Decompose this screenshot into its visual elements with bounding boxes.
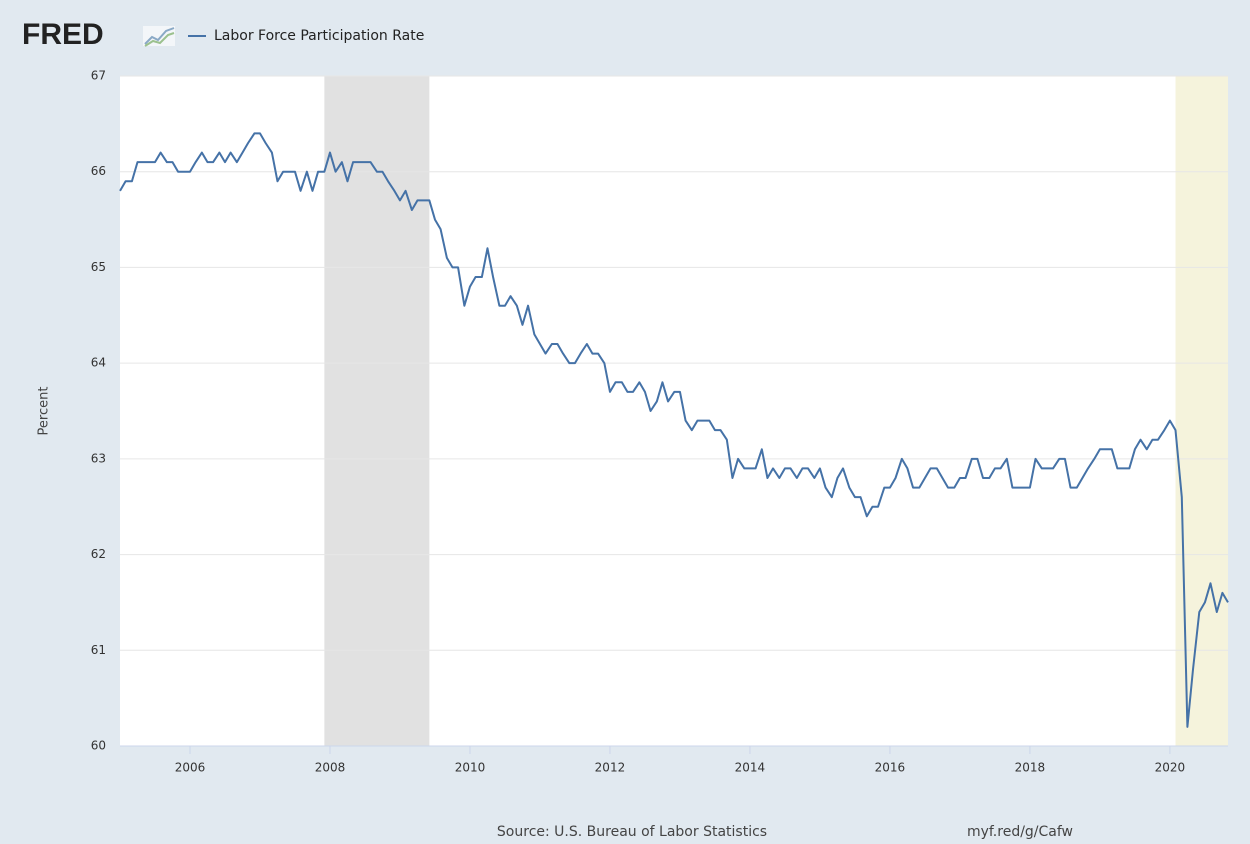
x-tick-label: 2012 [595, 761, 626, 775]
x-tick-label: 2018 [1015, 761, 1046, 775]
logo-icon [143, 26, 175, 47]
x-tick-label: 2008 [315, 761, 346, 775]
recession-band [324, 76, 430, 746]
y-axis-title: Percent [37, 387, 52, 436]
recession-band [1175, 76, 1228, 746]
x-tick-label: 2006 [175, 761, 206, 775]
logo: FRED [22, 18, 104, 51]
y-tick-label: 64 [91, 356, 106, 370]
x-tick-label: 2016 [875, 761, 906, 775]
x-tick-label: 2014 [735, 761, 766, 775]
series-line [119, 132, 1229, 728]
y-tick-label: 66 [91, 164, 106, 178]
x-tick-label: 2010 [455, 761, 486, 775]
y-tick-label: 60 [91, 739, 106, 753]
y-tick-label: 62 [91, 547, 106, 561]
y-tick-label: 67 [91, 69, 106, 83]
source: Source: U.S. Bureau of Labor Statistics [497, 824, 767, 840]
y-tick-label: 61 [91, 643, 106, 657]
legend-label: Labor Force Participation Rate [214, 28, 424, 44]
y-tick-label: 63 [91, 451, 106, 465]
plot-area [120, 76, 1228, 746]
y-tick-label: 65 [91, 260, 106, 274]
x-tick-label: 2020 [1155, 761, 1186, 775]
link: myf.red/g/Cafw [967, 824, 1073, 840]
